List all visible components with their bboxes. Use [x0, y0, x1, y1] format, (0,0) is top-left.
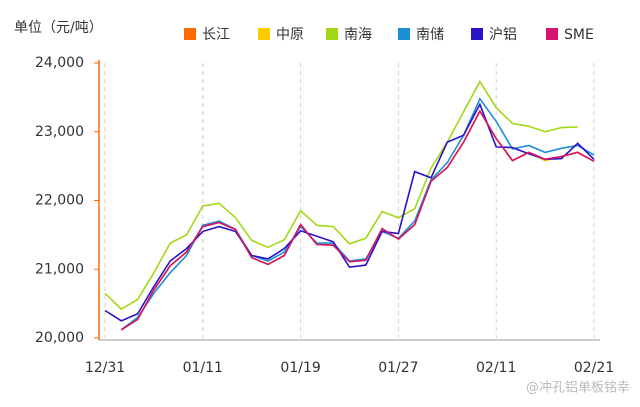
legend-swatch — [398, 28, 410, 40]
chart-title: 单位（元/吨） — [14, 20, 103, 36]
legend-label: 长江 — [202, 27, 230, 43]
legend-label: 中原 — [276, 27, 304, 43]
x-tick-label: 12/31 — [85, 360, 125, 376]
legend-swatch — [326, 28, 338, 40]
y-tick-label: 24,000 — [35, 55, 84, 71]
legend-label: 南海 — [344, 27, 372, 43]
x-tick-label: 02/11 — [476, 360, 516, 376]
x-tick-label: 01/27 — [378, 360, 418, 376]
legend-swatch — [471, 28, 483, 40]
y-tick-label: 23,000 — [35, 124, 84, 140]
legend-label: 沪铝 — [489, 27, 517, 43]
series-line — [104, 80, 578, 311]
x-tick-label: 01/11 — [183, 360, 223, 376]
y-tick-label: 20,000 — [35, 330, 84, 346]
legend-label: SME — [564, 27, 594, 43]
legend-swatch — [546, 28, 558, 40]
series-line — [120, 109, 595, 331]
series-line — [120, 109, 595, 331]
legend-swatch — [184, 28, 196, 40]
y-tick-label: 22,000 — [35, 193, 84, 209]
x-tick-label: 01/19 — [280, 360, 320, 376]
series-line — [120, 97, 595, 331]
series-line — [120, 109, 595, 331]
y-tick-label: 21,000 — [35, 261, 84, 277]
legend-swatch — [258, 28, 270, 40]
x-tick-label: 02/21 — [574, 360, 614, 376]
series-line — [104, 102, 595, 322]
watermark: @冲孔铝单板铭幸 — [526, 381, 630, 396]
legend-label: 南储 — [416, 27, 444, 43]
